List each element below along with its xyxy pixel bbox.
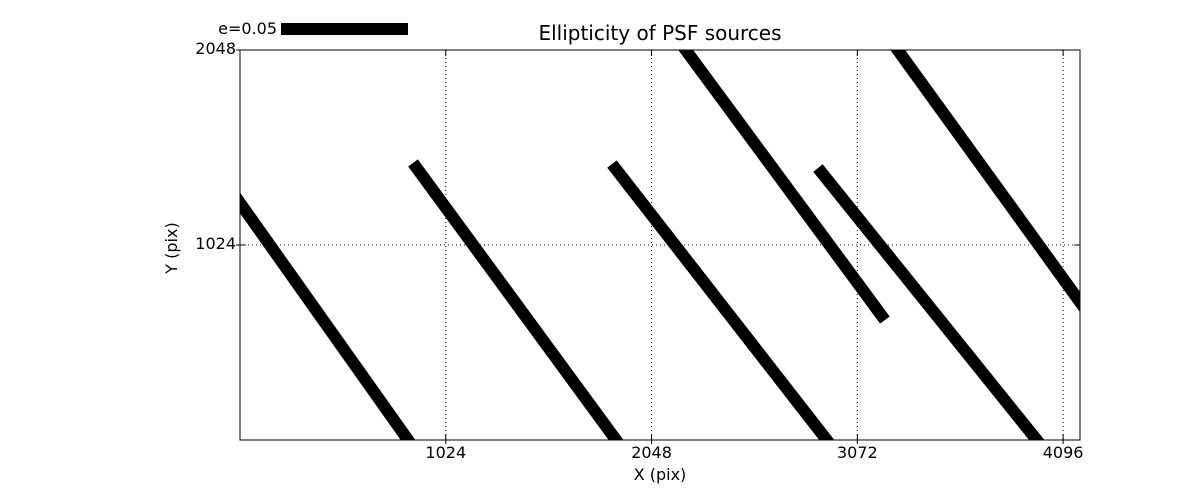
legend-label: e=0.05 [218,19,277,38]
whisker-segment-1 [240,192,416,440]
y-tick-label-1024: 1024 [195,234,236,253]
chart-title: Ellipticity of PSF sources [538,21,782,45]
whisker-segment-3 [607,160,835,440]
whisker-segment-4 [678,50,890,324]
x-axis-label: X (pix) [633,465,687,484]
whisker-segment-5 [813,164,1045,440]
y-tick-label-2048: 2048 [195,39,236,58]
x-tick-label-2048: 2048 [631,443,672,462]
x-tick-label-4096: 4096 [1042,443,1084,462]
x-tick-label-1024: 1024 [425,443,467,462]
whisker-segment-6 [890,50,1080,313]
legend-sample-bar [281,23,408,35]
x-tick-label-3072: 3072 [836,443,878,462]
whisker-segment-2 [408,159,624,440]
whisker-segments [240,50,1080,440]
